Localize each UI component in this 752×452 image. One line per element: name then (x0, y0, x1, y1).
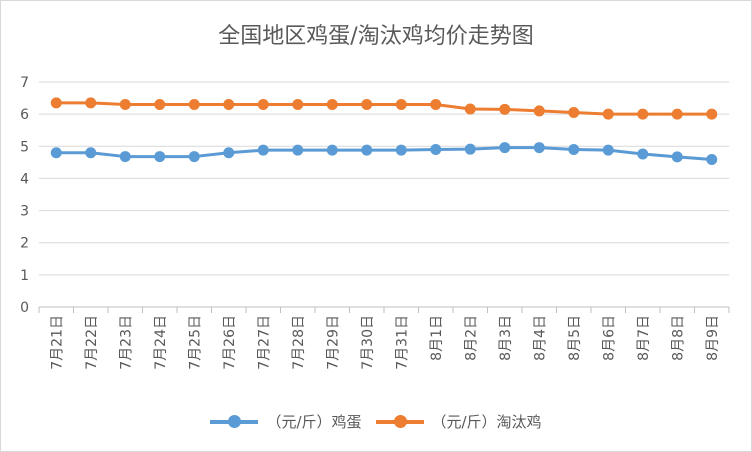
series-0-point (361, 144, 373, 156)
series-0-point (119, 151, 131, 163)
series-0-point (85, 147, 97, 159)
x-tick-label: 7月26日 (222, 315, 238, 370)
x-tick-label: 8月1日 (429, 315, 445, 361)
series-1-point (85, 97, 97, 109)
series-1-point (706, 108, 718, 120)
series-1-point (637, 108, 649, 120)
y-tick-label: 2 (20, 236, 29, 252)
series-1-point (395, 99, 407, 110)
y-tick-label: 0 (20, 300, 29, 316)
legend-swatch-hen (375, 414, 424, 429)
series-0-point (188, 151, 200, 163)
y-tick-label: 5 (20, 139, 29, 155)
x-tick-label: 7月23日 (118, 315, 134, 370)
x-tick-label: 8月2日 (463, 315, 479, 361)
legend: （元/斤）鸡蛋 （元/斤）淘汰鸡 (1, 411, 751, 432)
x-tick-label: 8月7日 (636, 315, 652, 361)
series-1-point (188, 99, 200, 110)
series-1-point (119, 99, 131, 110)
series-1-point (568, 107, 580, 119)
series-0-point (637, 148, 649, 160)
series-0-point (154, 151, 166, 163)
series-1-point (361, 99, 373, 110)
series-1-point (499, 103, 511, 115)
x-tick-label: 8月5日 (567, 315, 583, 361)
x-tick-label: 8月8日 (670, 315, 686, 361)
series-1-point (223, 99, 235, 110)
series-1-point (154, 99, 166, 110)
x-tick-label: 8月4日 (532, 315, 548, 361)
x-tick-label: 8月3日 (498, 315, 514, 361)
legend-item-egg: （元/斤）鸡蛋 (210, 411, 362, 432)
series-0-point (464, 143, 476, 155)
y-tick-label: 6 (20, 107, 29, 123)
x-tick-label: 7月31日 (394, 315, 410, 370)
series-0-point (568, 144, 580, 155)
series-0-point (602, 144, 614, 156)
series-0-point (499, 142, 511, 154)
series-0-point (223, 147, 235, 159)
series-line-0 (56, 146, 712, 161)
series-0-point (326, 144, 338, 156)
x-tick-label: 8月9日 (705, 315, 721, 361)
series-1-point (50, 97, 62, 109)
series-0-point (671, 151, 683, 163)
series-1-point (464, 103, 476, 115)
series-1-point (326, 99, 338, 110)
series-0-point (430, 144, 442, 155)
series-1-point (671, 108, 683, 120)
legend-label-egg: （元/斤）鸡蛋 (266, 413, 362, 431)
legend-label-hen: （元/斤）淘汰鸡 (431, 413, 542, 431)
x-tick-label: 7月27日 (256, 315, 272, 370)
x-tick-label: 7月30日 (360, 315, 376, 370)
x-tick-label: 7月29日 (325, 315, 341, 370)
x-tick-label: 7月21日 (49, 315, 65, 370)
x-tick-label: 7月24日 (153, 315, 169, 370)
series-0-point (292, 144, 304, 156)
y-tick-label: 1 (20, 268, 29, 284)
series-1-point (533, 105, 545, 117)
series-1-point (292, 99, 304, 110)
y-tick-label: 3 (20, 204, 29, 220)
x-tick-label: 7月28日 (291, 315, 307, 370)
x-tick-label: 7月25日 (187, 315, 203, 370)
series-0-point (395, 144, 407, 156)
chart-title: 全国地区鸡蛋/淘汰鸡均价走势图 (218, 24, 534, 49)
series-line-1 (56, 101, 712, 116)
legend-item-hen: （元/斤）淘汰鸡 (375, 411, 542, 432)
series-1-point (430, 99, 442, 110)
x-tick-label: 7月22日 (84, 315, 100, 370)
y-tick-label: 7 (20, 75, 29, 91)
series-0-point (257, 144, 269, 156)
series-0-point (50, 147, 62, 159)
series-1-point (602, 108, 614, 120)
x-tick-label: 8月6日 (601, 315, 617, 361)
series-1-point (257, 99, 269, 110)
series-0-point (706, 153, 718, 165)
y-tick-label: 4 (20, 171, 29, 187)
series-0-point (533, 142, 545, 154)
legend-swatch-egg (210, 414, 259, 429)
